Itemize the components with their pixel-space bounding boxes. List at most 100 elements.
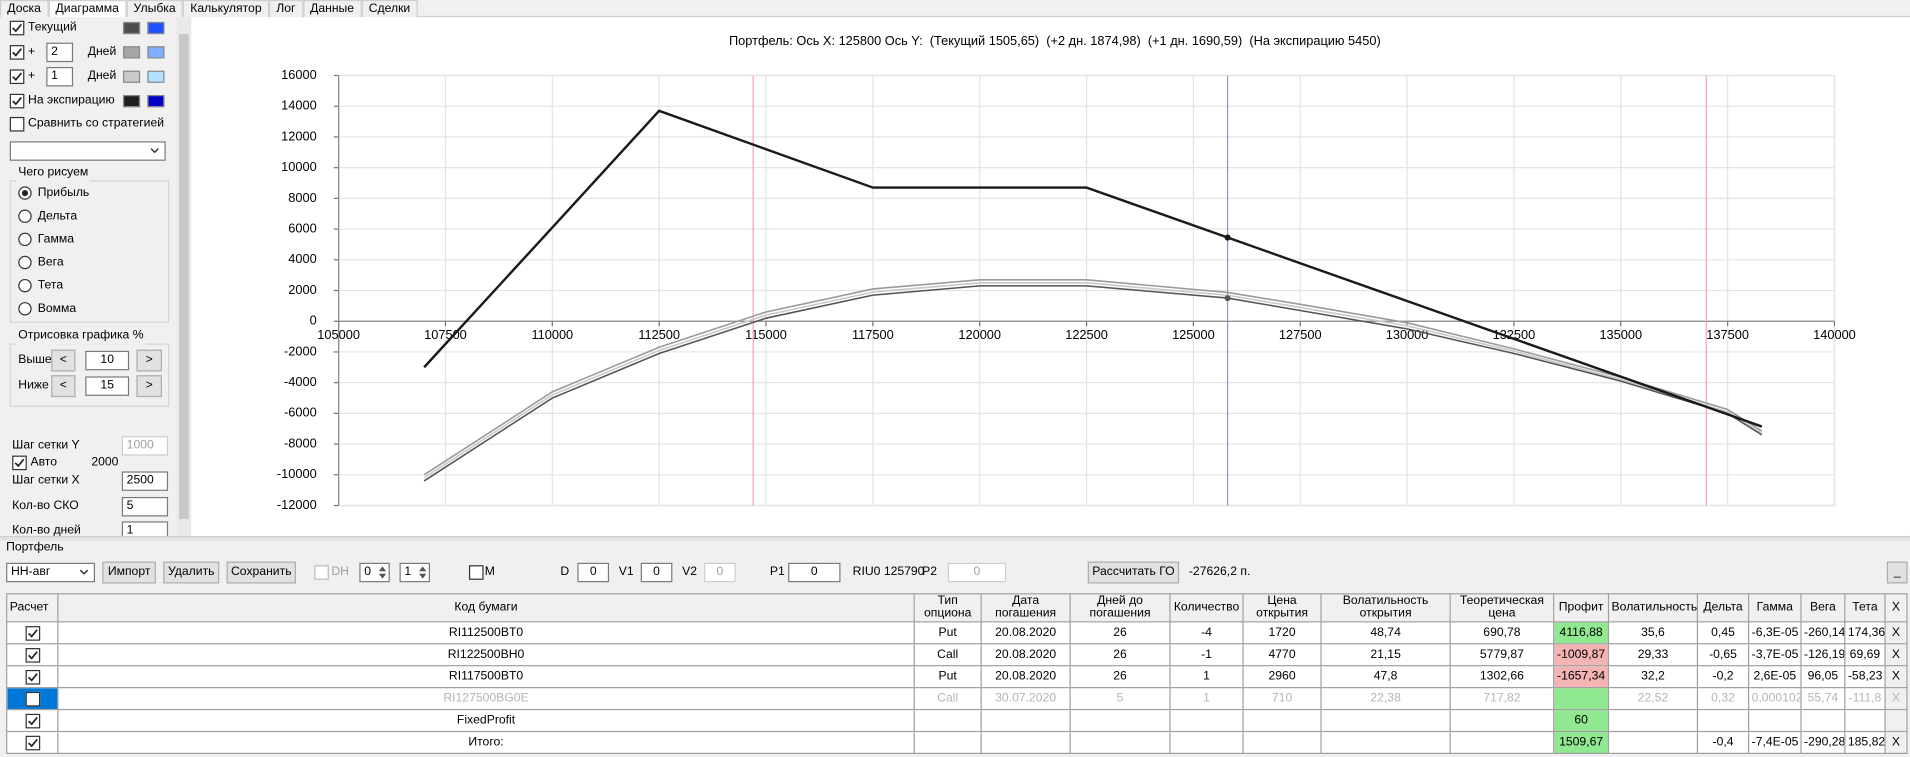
column-header[interactable]: Тип опциона: [913, 593, 982, 623]
spin-up[interactable]: [378, 566, 387, 572]
column-header[interactable]: Код бумаги: [57, 593, 915, 623]
column-header[interactable]: Профит: [1553, 593, 1610, 623]
color-swatch[interactable]: [123, 46, 141, 59]
text-input[interactable]: 1: [399, 562, 430, 583]
button[interactable]: Рассчитать ГО: [1087, 561, 1180, 584]
checkbox[interactable]: [24, 647, 40, 663]
text-input[interactable]: 5: [121, 496, 169, 517]
button[interactable]: Сохранить: [226, 561, 297, 584]
combo-box[interactable]: [9, 141, 166, 161]
spin-arrows[interactable]: [378, 564, 388, 581]
tab[interactable]: Данные: [302, 0, 362, 18]
tab[interactable]: Калькулятор: [182, 0, 269, 18]
table-row[interactable]: FixedProfit 60: [6, 708, 1908, 733]
button[interactable]: Импорт: [102, 561, 156, 584]
column-header[interactable]: Волатильность открытия: [1320, 593, 1451, 623]
color-swatch[interactable]: [147, 46, 165, 59]
calc-cell: [6, 621, 59, 645]
color-swatch[interactable]: [123, 70, 141, 83]
button[interactable]: >: [136, 375, 163, 398]
color-swatch[interactable]: [123, 21, 141, 35]
radio-button[interactable]: [18, 302, 32, 316]
checkbox[interactable]: [12, 455, 27, 471]
text-input[interactable]: НН-авг: [6, 562, 96, 583]
text-input[interactable]: 1: [46, 66, 74, 87]
column-header[interactable]: Тета: [1844, 593, 1886, 623]
tab[interactable]: Сделки: [361, 0, 418, 18]
table-cell: RI127500BG0E: [57, 687, 915, 711]
spin-down[interactable]: [378, 573, 387, 579]
radio-button[interactable]: [18, 186, 32, 200]
column-header[interactable]: Расчет: [6, 593, 59, 623]
color-swatch[interactable]: [147, 95, 165, 108]
spin-arrows[interactable]: [418, 564, 428, 581]
table-row[interactable]: RI122500BH0 Call 20.08.2020 26 -1 4770 21,15 57…: [6, 643, 1908, 667]
column-header[interactable]: Дельта: [1696, 593, 1750, 623]
checkbox[interactable]: [9, 116, 25, 132]
button[interactable]: <: [51, 375, 76, 398]
remove-cell[interactable]: X: [1884, 665, 1908, 689]
remove-cell[interactable]: X: [1884, 621, 1908, 645]
y-tick-label: 0: [310, 313, 317, 328]
remove-cell[interactable]: X: [1884, 730, 1908, 755]
table-row[interactable]: RI127500BG0E Call 30.07.2020 5 1 710 22,38 717,…: [6, 687, 1908, 711]
remove-cell[interactable]: X: [1884, 643, 1908, 667]
checkbox[interactable]: [24, 691, 40, 706]
calc-cell: [6, 643, 59, 667]
spin-up[interactable]: [419, 566, 427, 572]
text-input[interactable]: 1: [121, 521, 169, 536]
text-input[interactable]: 2: [46, 42, 74, 63]
button[interactable]: <: [51, 349, 76, 372]
column-header[interactable]: Дней до погашения: [1069, 593, 1171, 623]
scrollbar-thumb[interactable]: [179, 34, 189, 519]
column-header[interactable]: Цена открытия: [1242, 593, 1322, 623]
checkbox[interactable]: [9, 69, 25, 85]
remove-cell[interactable]: [1884, 708, 1908, 733]
column-header[interactable]: Вега: [1800, 593, 1846, 623]
checkbox[interactable]: [468, 565, 484, 580]
text-input[interactable]: 0: [359, 562, 390, 583]
tab[interactable]: Доска: [0, 0, 49, 18]
checkbox[interactable]: [9, 20, 25, 36]
checkbox[interactable]: [9, 93, 25, 109]
column-header[interactable]: X: [1884, 593, 1908, 623]
tab[interactable]: Улыбка: [126, 0, 183, 18]
radio-button[interactable]: [18, 232, 32, 247]
column-header[interactable]: Гамма: [1747, 593, 1802, 623]
text-input[interactable]: 15: [85, 376, 130, 396]
spin-down[interactable]: [419, 573, 427, 579]
table-row[interactable]: RI112500BT0 Put 20.08.2020 26 -4 1720 48,74 690…: [6, 621, 1908, 645]
text-input[interactable]: 0: [577, 562, 610, 583]
radio-button[interactable]: [18, 278, 32, 293]
radio-button[interactable]: [18, 209, 32, 223]
color-swatch[interactable]: [147, 21, 165, 35]
column-header[interactable]: Теоретическая цена: [1449, 593, 1555, 623]
column-header[interactable]: Волатильность: [1607, 593, 1699, 623]
checkbox[interactable]: [24, 669, 40, 684]
column-header[interactable]: Количество: [1169, 593, 1244, 623]
checkbox[interactable]: [9, 45, 25, 60]
text-input[interactable]: 0: [640, 562, 673, 583]
check-mark: [27, 628, 38, 638]
table-row[interactable]: RI117500BT0 Put 20.08.2020 26 1 2960 47,8 1302,…: [6, 665, 1908, 689]
color-swatch[interactable]: [123, 95, 141, 108]
checkbox[interactable]: [24, 713, 40, 728]
tab[interactable]: Лог: [268, 0, 303, 18]
checkbox[interactable]: [24, 625, 40, 641]
table-cell: 26: [1069, 643, 1171, 667]
color-swatch[interactable]: [147, 70, 165, 83]
checkbox[interactable]: [314, 565, 329, 580]
button[interactable]: >: [136, 349, 163, 372]
remove-cell[interactable]: X: [1884, 687, 1908, 711]
column-header[interactable]: Дата погашения: [980, 593, 1071, 623]
checkbox[interactable]: [24, 735, 40, 750]
button[interactable]: Удалить: [163, 561, 220, 584]
text-input[interactable]: 10: [85, 350, 130, 371]
text-input: 0: [704, 562, 736, 583]
table-row[interactable]: Итого: 1509,67 -0,4 -7,4E-05 -290,28 185,82 X: [6, 730, 1908, 755]
radio-button[interactable]: [18, 255, 32, 270]
button[interactable]: _: [1886, 561, 1908, 584]
tab[interactable]: Диаграмма: [48, 0, 127, 18]
text-input[interactable]: 2500: [121, 471, 169, 491]
text-input[interactable]: 0: [788, 562, 841, 583]
